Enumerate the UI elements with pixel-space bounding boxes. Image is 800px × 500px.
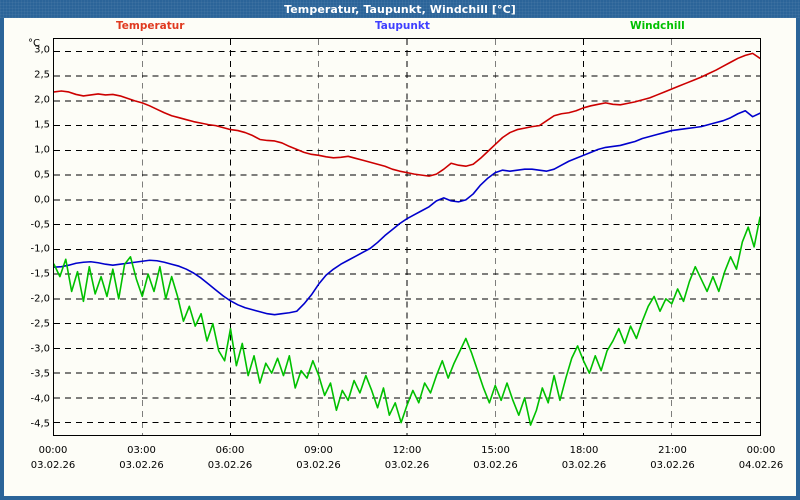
plot-area <box>53 38 761 436</box>
legend-item-temperatur: Temperatur <box>116 20 185 32</box>
x-axis-tick: 03:00 03.02.26 <box>119 445 164 471</box>
window-titlebar: Temperatur, Taupunkt, Windchill [°C] <box>0 0 800 18</box>
x-axis-tick: 21:00 03.02.26 <box>650 445 695 471</box>
y-axis-tick: -0,5 <box>30 219 50 231</box>
y-axis-tick: -1,5 <box>30 268 50 280</box>
y-axis-tick: 0,0 <box>34 194 50 206</box>
series-line-taupunkt <box>54 109 760 316</box>
x-axis-tick: 00:00 03.02.26 <box>30 445 76 471</box>
y-axis-tick: -3,0 <box>30 343 50 355</box>
series-line-temperatur <box>54 52 760 177</box>
x-axis-tick: 12:00 03.02.26 <box>384 445 430 471</box>
x-axis-tick: 18:00 03.02.26 <box>561 445 607 471</box>
x-axis-tick: 06:00 03.02.26 <box>207 445 253 471</box>
legend-item-windchill: Windchill <box>630 20 685 32</box>
y-axis-tick: 1,5 <box>34 119 50 131</box>
y-axis-tick: 3,0 <box>34 44 50 56</box>
chart-svg <box>54 39 760 435</box>
y-axis-tick: 1,0 <box>34 144 50 156</box>
chart-legend: Temperatur Taupunkt Windchill <box>4 20 796 36</box>
series-line-windchill <box>54 216 760 426</box>
y-axis-tick: -2,0 <box>30 293 50 305</box>
y-axis-tick: -2,5 <box>30 318 50 330</box>
data-series-layer <box>54 52 760 426</box>
y-axis-tick: 2,5 <box>34 69 50 81</box>
x-axis-tick: 15:00 03.02.26 <box>473 445 518 471</box>
x-axis-tick: 00:00 04.02.26 <box>738 445 784 471</box>
y-axis-tick-labels: 3,0 2,5 2,0 1,5 1,0 0,5 0,0 -0,5 -1,0 -1,5 -2,0 -2,… <box>4 0 50 500</box>
vertical-gridlines <box>141 39 673 435</box>
x-axis-tick: 09:00 03.02.26 <box>296 445 341 471</box>
y-axis-unit-label: °C <box>28 38 40 49</box>
y-axis-tick: -4,0 <box>30 393 50 405</box>
y-axis-tick: -3,5 <box>30 368 50 380</box>
y-axis-tick: -4,5 <box>30 418 50 430</box>
y-axis-tick: 0,5 <box>34 169 50 181</box>
x-axis-tick-labels: 00:00 03.02.26 03:00 03.02.26 06:00 03.02.26 0… <box>4 443 796 483</box>
y-axis-tick: 2,0 <box>34 94 50 106</box>
legend-item-taupunkt: Taupunkt <box>375 20 430 32</box>
window-title: Temperatur, Taupunkt, Windchill [°C] <box>284 2 516 16</box>
y-axis-tick: -1,0 <box>30 243 50 255</box>
